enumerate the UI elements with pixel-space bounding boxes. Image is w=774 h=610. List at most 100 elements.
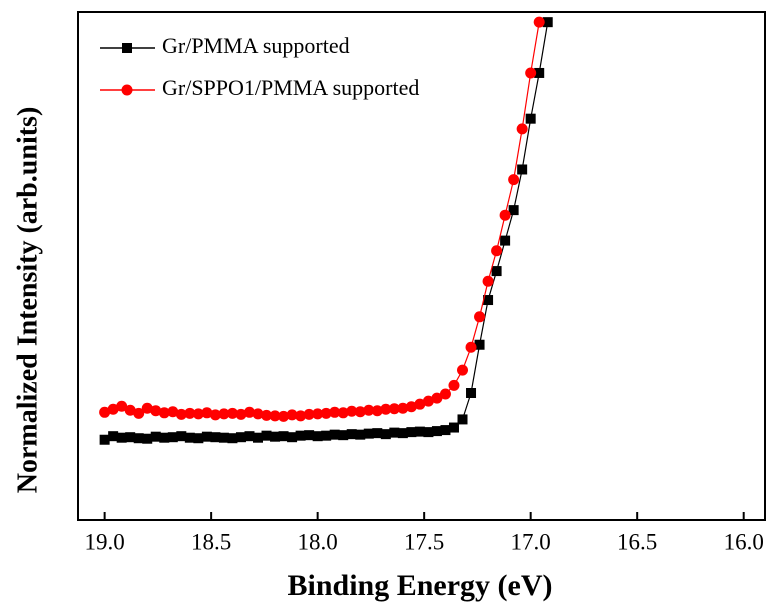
data-point [439,388,451,400]
data-point [355,429,366,440]
x-tick-label: 18.0 [298,529,338,554]
data-point [167,432,178,443]
plot-frame [77,11,766,521]
x-tick-label: 16.5 [617,529,657,554]
data-point [235,432,246,443]
plot-area [99,16,553,445]
data-point [388,403,400,415]
x-tick-label: 19.0 [85,529,125,554]
data-point [210,432,221,443]
data-point [542,17,553,28]
data-point [142,433,153,444]
data-point [312,408,324,420]
data-point [491,266,502,277]
data-point [124,404,136,416]
data-point [516,123,528,135]
data-point [363,428,374,439]
data-point [125,432,136,443]
data-point [448,422,459,433]
data-point [304,430,315,441]
data-point [380,429,391,440]
data-point [397,428,408,439]
data-point [192,408,204,420]
data-point [466,388,477,398]
data-point [278,431,289,442]
data-point [150,431,161,442]
data-point [354,406,366,418]
data-point [193,433,204,444]
data-point [397,402,409,414]
data-point [346,429,357,440]
data-point [116,432,127,443]
data-point [423,427,434,438]
data-point [133,433,144,444]
data-point [320,407,332,419]
data-point [252,408,264,420]
data-point [243,406,255,418]
data-point [107,403,119,415]
data-point [465,341,477,353]
data-point [235,408,247,420]
data-point [414,426,425,437]
data-point [158,407,170,419]
data-point [270,431,281,442]
data-point [448,379,460,391]
data-point [329,429,340,440]
data-point [175,408,187,420]
data-point [201,407,213,419]
data-point [457,414,468,425]
data-point [269,410,281,422]
data-point [321,430,332,441]
data-point [278,410,290,422]
data-point [517,164,528,175]
data-point [491,245,503,257]
data-point [150,405,162,417]
data-point [483,295,494,306]
data-point [508,205,519,216]
data-point [184,407,196,419]
x-tick-label: 17.0 [511,529,551,554]
data-point [201,431,212,442]
legend-label: Gr/PMMA supported [162,33,350,58]
data-point [372,428,383,439]
data-point [389,427,400,438]
data-point [474,339,485,350]
data-point [371,405,383,417]
x-tick-label: 17.5 [404,529,444,554]
data-point [176,431,187,442]
x-tick-label: 16.0 [724,529,764,554]
data-point [287,432,298,443]
data-point [363,404,375,416]
data-point [534,67,545,78]
data-point [159,432,170,443]
data-point [312,431,323,442]
data-point [261,430,272,441]
data-point [414,398,426,410]
data-point [303,408,315,420]
data-point [337,407,349,419]
legend-marker [121,84,133,96]
data-point [116,400,128,412]
data-point [431,426,442,437]
data-point [508,174,520,186]
data-point [474,311,486,323]
data-point [167,406,179,418]
data-point [422,395,434,407]
data-point [380,403,392,415]
data-point [482,275,494,287]
data-point [525,113,536,124]
data-point [500,235,511,246]
data-point [431,392,443,404]
data-point [457,364,469,376]
data-point [499,209,511,221]
data-point [338,430,349,441]
data-point [286,409,298,421]
data-point [253,432,264,443]
legend-marker [122,43,132,53]
data-point [226,407,238,419]
data-point [440,425,451,436]
data-point [99,406,111,418]
y-axis-label: Normalized Intensity (arb.units) [12,107,43,494]
data-point [218,408,230,420]
